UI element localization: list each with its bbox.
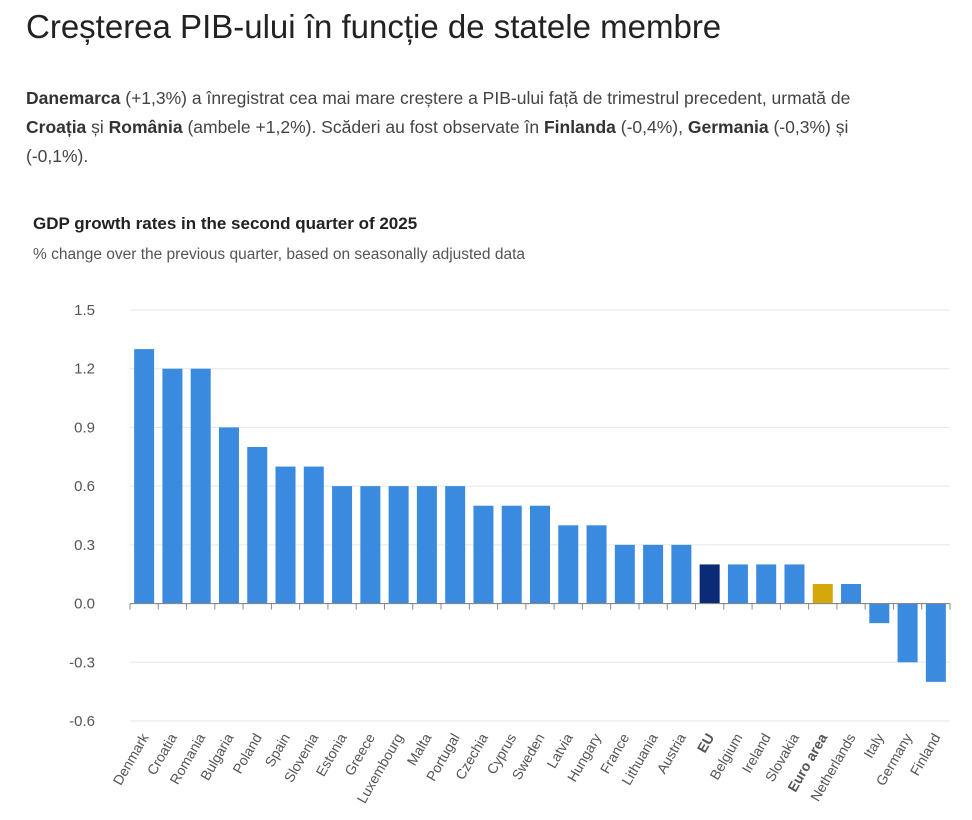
bar-bulgaria — [218, 427, 239, 604]
bar-poland — [247, 447, 268, 604]
bar-italy — [869, 603, 890, 624]
country-name: Finlanda — [543, 117, 616, 137]
bar-cyprus — [501, 505, 522, 604]
chart-title: GDP growth rates in the second quarter o… — [33, 214, 418, 233]
bar-romania — [190, 368, 211, 604]
bar-slovakia — [784, 564, 805, 604]
summary-paragraph: Danemarca (+1,3%) a înregistrat cea mai … — [26, 84, 972, 171]
y-tick-label: -0.3 — [69, 654, 95, 671]
x-category-label: Denmark — [109, 730, 152, 788]
bar-france — [614, 544, 635, 604]
paragraph-line: Croația și România (ambele +1,2%). Scăde… — [26, 113, 972, 142]
y-tick-label: 0.0 — [74, 596, 95, 613]
chart-subtitle: % change over the previous quarter, base… — [33, 246, 526, 263]
bar-estonia — [332, 486, 353, 604]
bar-lithuania — [643, 544, 664, 604]
country-name: România — [108, 117, 183, 137]
country-name: Danemarca — [26, 88, 121, 108]
bar-belgium — [727, 564, 748, 604]
bar-euro-area — [812, 584, 833, 604]
bar-eu — [699, 564, 720, 604]
country-name: Croația — [26, 117, 87, 137]
bar-croatia — [162, 368, 183, 604]
paragraph-line: Danemarca (+1,3%) a înregistrat cea mai … — [26, 84, 972, 113]
bar-hungary — [586, 525, 607, 604]
y-tick-label: 1.2 — [74, 361, 95, 378]
bar-luxembourg — [388, 486, 409, 604]
bar-greece — [360, 486, 381, 604]
paragraph-text: (ambele +1,2%). Scăderi au fost observat… — [182, 117, 544, 137]
bar-spain — [275, 466, 296, 604]
x-category-label: EU — [694, 731, 718, 756]
paragraph-text: (+1,3%) a înregistrat cea mai mare creșt… — [120, 88, 851, 108]
paragraph-text: (-0,4%), — [615, 117, 688, 137]
y-tick-label: -0.6 — [69, 713, 95, 730]
y-tick-label: 0.9 — [74, 419, 95, 436]
bar-malta — [416, 486, 437, 604]
bar-portugal — [445, 486, 466, 604]
bar-denmark — [134, 349, 155, 604]
bar-netherlands — [841, 584, 862, 604]
bar-slovenia — [303, 466, 324, 604]
paragraph-line: (-0,1%). — [26, 142, 972, 171]
page-title: Creșterea PIB-ului în funcție de statele… — [26, 8, 722, 45]
paragraph-text: (-0,3%) și — [768, 117, 849, 137]
bar-latvia — [558, 525, 579, 604]
bar-ireland — [756, 564, 777, 604]
x-category-label: Austria — [653, 730, 689, 776]
country-name: Germania — [687, 117, 769, 137]
paragraph-text: (-0,1%). — [26, 146, 89, 166]
bar-finland — [925, 603, 946, 682]
y-tick-label: 1.5 — [74, 302, 95, 319]
bar-germany — [897, 603, 918, 663]
bar-czechia — [473, 505, 494, 604]
x-category-label: Italy — [860, 731, 887, 761]
bar-austria — [671, 544, 692, 604]
paragraph-text: și — [86, 117, 109, 137]
y-tick-label: 0.6 — [74, 478, 95, 495]
bar-sweden — [530, 505, 550, 604]
y-tick-label: 0.3 — [74, 537, 95, 554]
